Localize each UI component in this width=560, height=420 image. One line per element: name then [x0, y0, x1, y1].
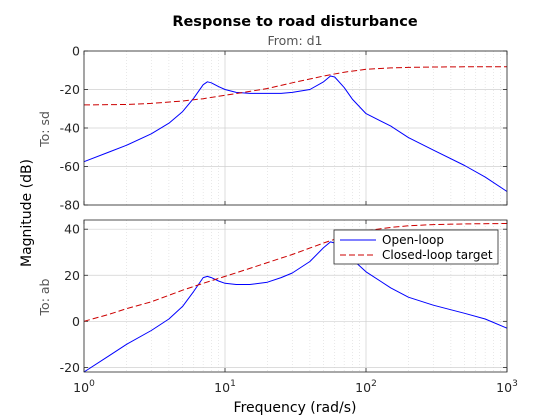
legend-label-closed-loop-target: Closed-loop target — [382, 248, 493, 262]
axes-frame-0 — [83, 50, 508, 206]
y-tick-label: 40 — [64, 222, 80, 237]
legend-label-open-loop: Open-loop — [382, 233, 444, 247]
row-label-sd: To: sd — [37, 111, 52, 148]
series-line-open-loop — [83, 75, 508, 192]
panel-to-sd: -80 -60 -40 -20 0 — [60, 44, 508, 213]
y-tick-label: 20 — [64, 268, 80, 283]
y-tick-label: -40 — [60, 121, 80, 136]
y-tick-label: -80 — [60, 198, 80, 213]
x-tick-label: 100 — [73, 379, 95, 395]
row-label-ab: To: ab — [37, 278, 52, 316]
y-tick-label: -20 — [60, 82, 80, 97]
legend: Open-loop Closed-loop target — [333, 229, 499, 265]
x-axis-label: Frequency (rad/s) — [234, 400, 357, 416]
series-line-open-loop — [83, 241, 508, 373]
y-axis-label: Magnitude (dB) — [19, 159, 35, 267]
chart-title: Response to road disturbance — [172, 14, 418, 30]
chart-subtitle: From: d1 — [267, 33, 322, 48]
y-tick-label: -60 — [60, 159, 80, 174]
y-tick-label: 0 — [72, 44, 80, 59]
series-line-closed-loop-target — [83, 223, 508, 322]
legend-box — [333, 229, 499, 265]
x-tick-label: 102 — [355, 379, 377, 395]
series-line-closed-loop-target — [83, 66, 507, 106]
y-tick-label: -20 — [60, 360, 80, 375]
x-tick-label: 101 — [214, 379, 236, 395]
x-tick-label: 103 — [496, 379, 518, 395]
y-tick-label: 0 — [72, 314, 80, 329]
axes-frame-1 — [83, 219, 508, 373]
